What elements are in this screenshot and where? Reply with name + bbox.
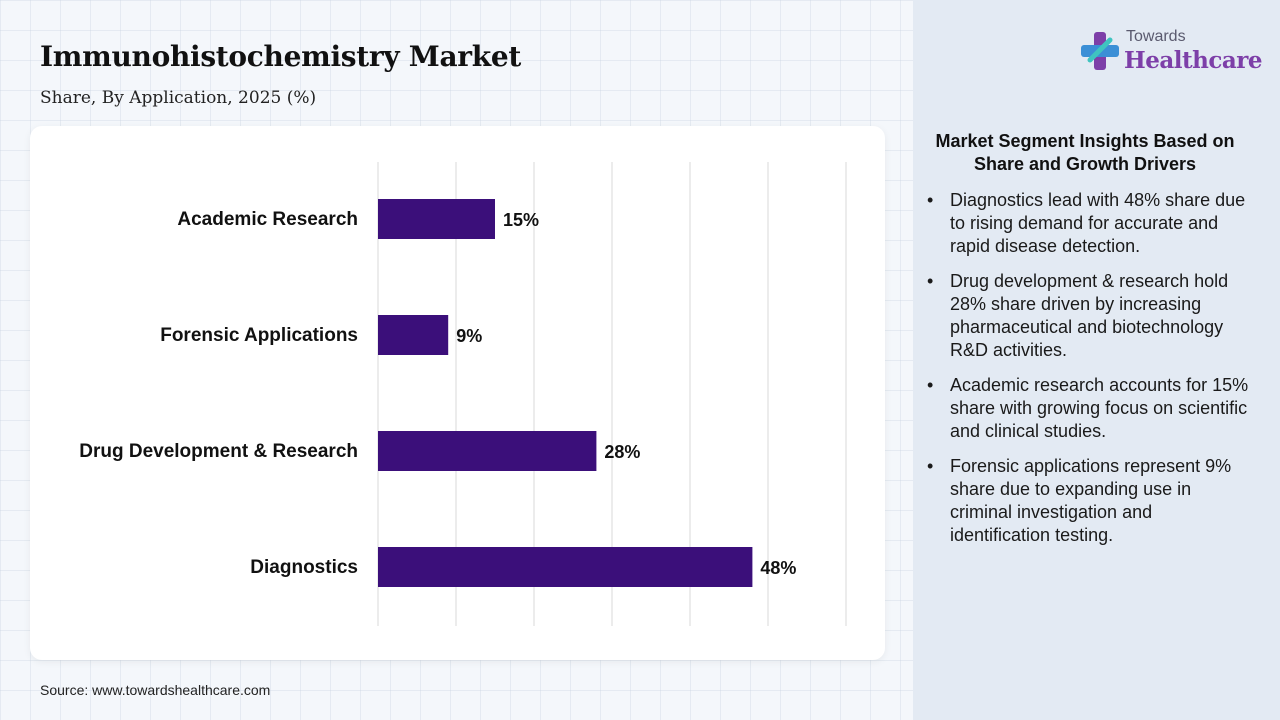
- insights-list: Diagnostics lead with 48% share due to r…: [924, 189, 1254, 559]
- source-note: Source: www.towardshealthcare.com: [40, 682, 271, 698]
- bar: [378, 315, 449, 355]
- cross-plus-icon: [1081, 32, 1119, 70]
- page-title: Immunohistochemistry Market: [40, 40, 521, 73]
- bar: [378, 199, 495, 239]
- data-label: 48%: [760, 558, 796, 578]
- category-label: Academic Research: [177, 209, 358, 230]
- bar: [378, 547, 753, 587]
- insight-item: Forensic applications represent 9% share…: [924, 455, 1254, 547]
- category-label: Drug Development & Research: [79, 441, 358, 462]
- bar-chart: Academic Research 15% Forensic Application…: [79, 162, 847, 626]
- brand-name-large: Healthcare: [1124, 47, 1263, 74]
- insight-item: Academic research accounts for 15% share…: [924, 374, 1254, 443]
- bar: [378, 431, 597, 471]
- chart-card: Academic Research 15% Forensic Application…: [30, 126, 885, 660]
- insights-title: Market Segment Insights Based on Share a…: [935, 131, 1235, 174]
- data-label: 15%: [503, 210, 539, 230]
- category-label: Forensic Applications: [160, 325, 358, 346]
- insight-item: Drug development & research hold 28% sha…: [924, 270, 1254, 362]
- brand-name-small: Towards: [1126, 28, 1186, 45]
- page-subtitle: Share, By Application, 2025 (%): [40, 88, 317, 108]
- category-label: Diagnostics: [250, 557, 358, 578]
- insight-item: Diagnostics lead with 48% share due to r…: [924, 189, 1254, 258]
- brand-logo: Towards Healthcare: [1080, 28, 1263, 78]
- data-label: 9%: [456, 326, 482, 346]
- data-label: 28%: [604, 442, 640, 462]
